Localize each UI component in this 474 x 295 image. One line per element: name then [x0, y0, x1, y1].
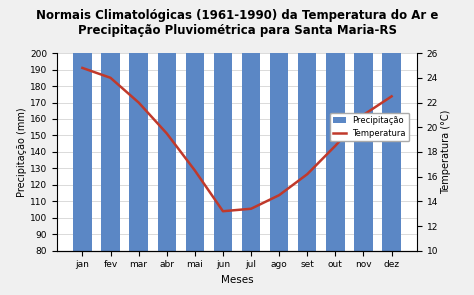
Temperatura: [80, 66, 85, 70]
Temperatura: [333, 144, 338, 148]
Temperatura: [108, 76, 113, 80]
Temperatura: [389, 95, 394, 98]
Bar: [73, 10, 91, 251]
Bar: [270, 24, 288, 251]
Bar: [214, 12, 232, 251]
Y-axis label: Precipitação (mm): Precipitação (mm): [17, 107, 27, 197]
Bar: [355, 33, 373, 251]
Bar: [383, 30, 401, 251]
Y-axis label: Temperatura (°C): Temperatura (°C): [441, 110, 451, 194]
Temperatura: [248, 207, 254, 211]
Bar: [129, 0, 148, 251]
Temperatura: [220, 209, 226, 213]
Line: Temperatura: Temperatura: [82, 68, 392, 211]
Bar: [186, 37, 204, 251]
Temperatura: [164, 132, 170, 135]
Bar: [157, 28, 176, 251]
Temperatura: [304, 172, 310, 176]
Legend: Precipitação, Temperatura: Precipitação, Temperatura: [330, 113, 410, 141]
Bar: [298, 0, 317, 251]
Bar: [242, 5, 260, 251]
Text: Normais Climatológicas (1961-1990) da Temperatura do Ar e
Precipitação Pluviomét: Normais Climatológicas (1961-1990) da Te…: [36, 9, 438, 37]
Bar: [326, 10, 345, 251]
Temperatura: [192, 169, 198, 172]
Temperatura: [361, 113, 366, 117]
Bar: [101, 37, 119, 251]
Temperatura: [136, 101, 141, 104]
Temperatura: [276, 194, 282, 197]
X-axis label: Meses: Meses: [221, 275, 253, 285]
